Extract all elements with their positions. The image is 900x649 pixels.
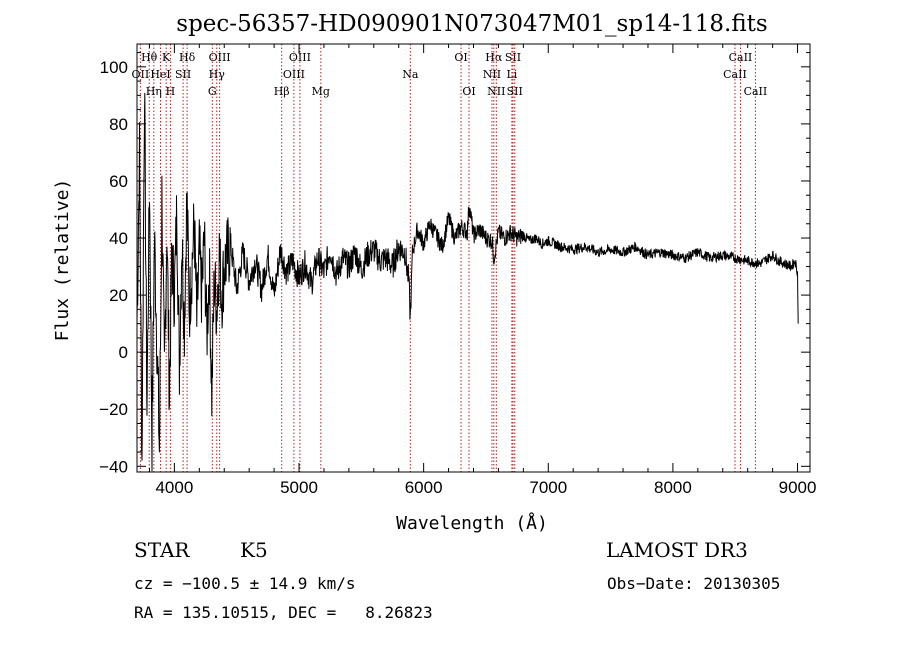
spectral-line-label: Hγ	[209, 68, 226, 81]
chart-title: spec-56357-HD090901N073047M01_sp14-118.f…	[176, 11, 767, 37]
spectral-line-label: G	[208, 85, 217, 98]
spectrum-series-layer	[136, 92, 799, 472]
coordinates: RA = 135.10515, DEC = 8.26823	[134, 603, 433, 622]
survey-name: LAMOST DR3	[606, 538, 748, 562]
spectral-line-label: CaII	[723, 68, 747, 81]
x-tick-label: 4000	[155, 478, 193, 497]
x-tick-label: 5000	[280, 478, 318, 497]
spectral-line-label: K	[162, 51, 171, 64]
spectral-line-label: SII	[505, 51, 521, 64]
y-tick-label: 0	[119, 343, 128, 362]
y-tick-label: 20	[109, 286, 128, 305]
spectral-line-label: Li	[506, 68, 517, 81]
spectral-line-label: H	[166, 85, 176, 98]
object-subclass: K5	[240, 538, 268, 562]
redshift-velocity: cz = −100.5 ± 14.9 km/s	[134, 574, 356, 593]
spectral-line-label: CaII	[744, 85, 768, 98]
x-axis-label: Wavelength (Å)	[396, 512, 548, 534]
spectral-line-label: OIII	[209, 51, 231, 64]
object-class: STAR	[134, 538, 190, 562]
y-tick-label: 40	[109, 229, 128, 248]
spectral-line-label: Hη	[146, 85, 162, 98]
spectral-line-label: OI	[462, 85, 475, 98]
observation-date: Obs−Date: 20130305	[607, 574, 781, 593]
spectral-line-label: OIII	[283, 68, 305, 81]
spectral-line-label: HeI	[150, 68, 170, 81]
spectral-line-label: Hα	[485, 51, 503, 64]
x-tick-label: 9000	[779, 478, 817, 497]
spectral-line-label: Na	[402, 68, 419, 81]
spectral-line-label: Hθ	[141, 51, 158, 64]
spectral-line-label: NII	[487, 85, 505, 98]
spectral-line-label: Hβ	[274, 85, 290, 98]
spectral-line-label: NII	[483, 68, 501, 81]
y-tick-label: 80	[109, 115, 128, 134]
y-tick-label: 60	[109, 172, 128, 191]
spectral-line-label: Hδ	[179, 51, 196, 64]
spectral-line-label: OIII	[289, 51, 311, 64]
spectral-line-label: OI	[454, 51, 467, 64]
spectral-line-label: OII	[132, 68, 150, 81]
y-axis-label: Flux (relative)	[52, 179, 73, 342]
spectral-line-label: SII	[507, 85, 523, 98]
y-tick-label: −40	[99, 457, 128, 476]
y-tick-label: −20	[99, 400, 128, 419]
spectral-line-label: Mg	[312, 85, 330, 98]
spectral-line-label: CaII	[729, 51, 753, 64]
y-tick-label: 100	[100, 58, 128, 77]
spectrum-line	[136, 92, 799, 472]
axis-ticks-layer: 4000 5000 6000 7000 8000 9000 −40 −20 0 20 40 60 80 1…	[99, 44, 816, 497]
x-tick-label: 6000	[405, 478, 443, 497]
spectral-line-label: SII	[175, 68, 191, 81]
x-tick-label: 7000	[529, 478, 567, 497]
x-tick-label: 8000	[654, 478, 692, 497]
